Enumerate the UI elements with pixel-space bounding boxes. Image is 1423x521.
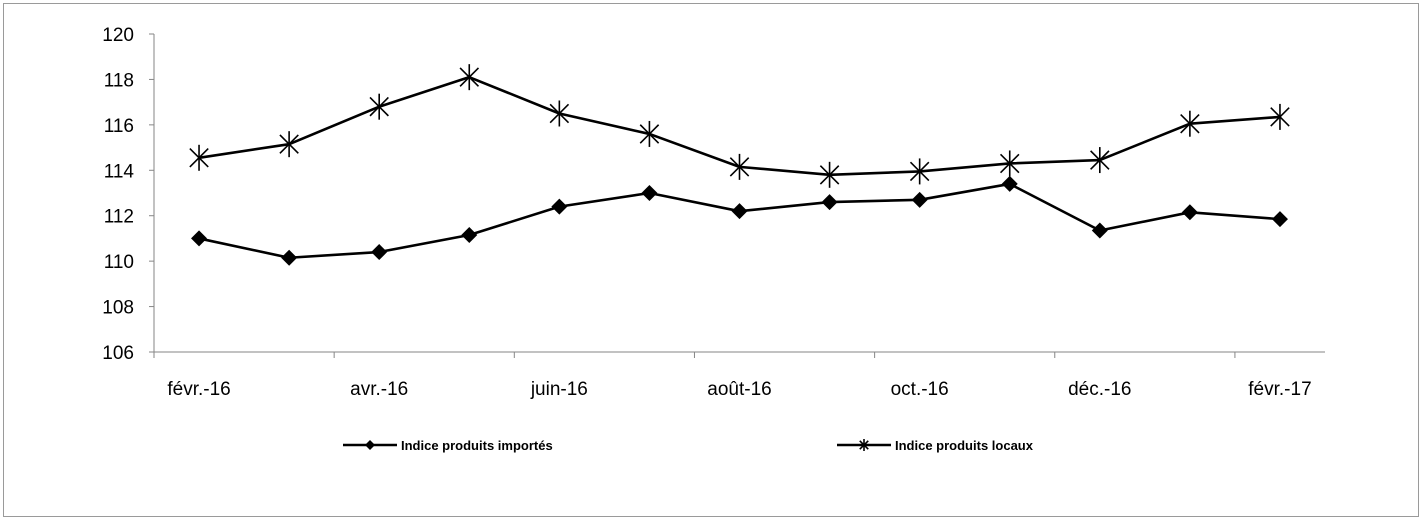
x-tick-label: août-16 [707, 379, 771, 400]
y-tick-label: 118 [104, 70, 134, 91]
data-point [1271, 211, 1288, 228]
legend-marker [365, 440, 375, 450]
data-point [999, 150, 1020, 177]
y-tick-label: 110 [104, 252, 134, 273]
data-point [281, 249, 298, 266]
x-tick-label: févr.-17 [1248, 379, 1311, 400]
data-point [1001, 175, 1018, 192]
data-point [731, 203, 748, 220]
data-point [371, 244, 388, 261]
x-tick-label: avr.-16 [350, 379, 408, 400]
data-point [639, 120, 660, 147]
legend-entry-1: Indice produits importés [343, 438, 553, 453]
series-2 [189, 64, 1290, 188]
x-tick-label: févr.-16 [167, 379, 230, 400]
data-point [549, 100, 570, 127]
data-point [911, 191, 928, 208]
data-point [1180, 110, 1200, 137]
data-point [1181, 204, 1198, 221]
data-point [1270, 103, 1290, 130]
axes [153, 34, 1325, 353]
y-tick-label: 116 [104, 116, 134, 137]
data-point [551, 198, 568, 215]
data-point [189, 144, 209, 171]
x-tick-label: oct.-16 [891, 379, 949, 400]
series-1 [191, 175, 1288, 266]
data-point [641, 185, 658, 201]
y-tick-label: 112 [104, 207, 134, 228]
legend-label: Indice produits importés [401, 438, 553, 453]
series-layer [189, 64, 1290, 266]
y-axis-ticks: 106 108 110 112 114 116 118 120 [102, 25, 154, 364]
x-tick-label: juin-16 [530, 379, 588, 400]
legend-entry-2: Indice produits locaux [837, 438, 1034, 453]
y-tick-label: 106 [102, 343, 134, 364]
legend-label: Indice produits locaux [895, 438, 1034, 453]
data-point [1090, 147, 1110, 174]
data-point [459, 64, 480, 91]
y-tick-label: 108 [102, 298, 134, 319]
x-tick-label: déc.-16 [1068, 379, 1131, 400]
data-point [191, 230, 208, 247]
y-tick-label: 114 [104, 161, 135, 182]
line-chart: 106 108 110 112 114 116 118 120 févr.-16 avr.-16… [102, 25, 1325, 453]
legend-marker [859, 439, 869, 451]
data-point [819, 161, 840, 188]
data-point [909, 158, 930, 185]
data-point [1091, 222, 1108, 239]
data-point [461, 227, 478, 244]
data-point [729, 153, 750, 180]
legend: Indice produits importés Indice produits … [343, 438, 1034, 453]
data-point [279, 131, 299, 158]
x-axis-ticks: févr.-16 avr.-16 juin-16 août-16 oct.-16 déc.… [153, 352, 1312, 400]
data-point [821, 194, 838, 211]
chart-frame: 106 108 110 112 114 116 118 120 févr.-16 avr.-16… [3, 3, 1419, 517]
y-tick-label: 120 [102, 25, 134, 46]
series-line [198, 182, 1281, 260]
data-point [369, 93, 389, 120]
